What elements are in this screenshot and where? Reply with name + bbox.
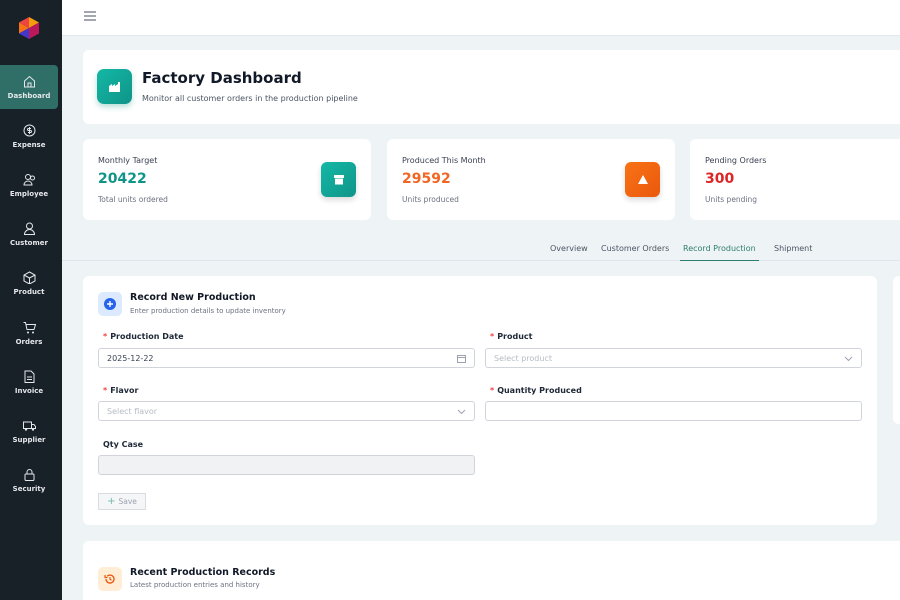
chevron-down-icon bbox=[844, 356, 853, 362]
sidebar-item-product[interactable]: Product bbox=[0, 262, 58, 306]
recent-records-card: Recent Production Records Latest product… bbox=[83, 541, 900, 600]
app-logo bbox=[19, 17, 39, 39]
stat-label: Produced This Month bbox=[402, 156, 486, 165]
tab-bar: Overview Customer Orders Record Producti… bbox=[62, 241, 900, 261]
page-subtitle: Monitor all customer orders in the produ… bbox=[142, 94, 358, 103]
sidebar-item-security[interactable]: Security bbox=[0, 459, 58, 503]
dollar-icon bbox=[23, 124, 35, 137]
stat-sub: Total units ordered bbox=[98, 195, 168, 204]
users-icon bbox=[22, 173, 35, 186]
history-icon bbox=[98, 567, 122, 591]
sidebar-item-supplier[interactable]: Supplier bbox=[0, 409, 58, 453]
chevron-down-icon bbox=[457, 409, 466, 415]
records-subtitle: Latest production entries and history bbox=[130, 581, 260, 589]
stat-value: 29592 bbox=[402, 171, 451, 187]
sidebar-item-label: Invoice bbox=[14, 386, 44, 395]
sidebar-item-label: Expense bbox=[12, 140, 46, 149]
sidebar-item-orders[interactable]: Orders bbox=[0, 311, 58, 355]
records-title: Recent Production Records bbox=[130, 567, 276, 578]
form-subtitle: Enter production details to update inven… bbox=[130, 307, 286, 315]
warning-icon bbox=[625, 162, 660, 197]
file-icon bbox=[24, 370, 34, 383]
cart-icon bbox=[23, 321, 36, 333]
tab-customer-orders[interactable]: Customer Orders bbox=[601, 244, 670, 253]
home-icon bbox=[23, 75, 35, 87]
form-title: Record New Production bbox=[130, 292, 256, 303]
flavor-label: * Flavor bbox=[103, 386, 139, 395]
tab-overview[interactable]: Overview bbox=[550, 244, 588, 253]
box-icon bbox=[23, 271, 35, 285]
side-panel bbox=[893, 276, 900, 424]
stat-card-pending: Pending Orders 300 Units pending bbox=[690, 139, 900, 220]
save-button[interactable]: + Save bbox=[98, 493, 146, 510]
stat-value: 20422 bbox=[98, 171, 147, 187]
quantity-input[interactable] bbox=[485, 401, 862, 421]
sidebar-item-label: Employee bbox=[9, 189, 49, 198]
sidebar: Dashboard Expense Employee Customer Product O… bbox=[0, 0, 62, 600]
sidebar-item-label: Dashboard bbox=[7, 91, 51, 100]
production-date-label: * Production Date bbox=[103, 332, 184, 341]
plus-circle-icon bbox=[98, 292, 122, 316]
sidebar-item-label: Supplier bbox=[12, 435, 46, 444]
stat-sub: Units pending bbox=[705, 195, 758, 204]
tab-shipment[interactable]: Shipment bbox=[774, 244, 813, 253]
archive-icon bbox=[321, 162, 356, 197]
sidebar-item-customer[interactable]: Customer bbox=[0, 213, 58, 257]
sidebar-item-expense[interactable]: Expense bbox=[0, 114, 58, 158]
truck-icon bbox=[22, 421, 36, 431]
stat-value: 300 bbox=[705, 171, 735, 187]
product-label: * Product bbox=[490, 332, 533, 341]
user-icon bbox=[23, 222, 35, 236]
factory-icon bbox=[97, 69, 132, 104]
stat-label: Monthly Target bbox=[98, 156, 158, 165]
qty-case-label: Qty Case bbox=[103, 440, 144, 449]
record-production-form: Record New Production Enter production d… bbox=[83, 276, 877, 525]
sidebar-item-employee[interactable]: Employee bbox=[0, 163, 58, 207]
page-header: Factory Dashboard Monitor all customer o… bbox=[83, 50, 900, 124]
page-title: Factory Dashboard bbox=[142, 69, 302, 87]
production-date-input[interactable]: 2025-12-22 bbox=[98, 348, 475, 368]
sidebar-item-label: Product bbox=[13, 288, 45, 297]
topbar bbox=[62, 0, 900, 36]
lock-icon bbox=[24, 469, 34, 482]
stat-card-monthly-target: Monthly Target 20422 Total units ordered bbox=[83, 139, 371, 220]
tab-record-production[interactable]: Record Production bbox=[680, 244, 759, 261]
menu-icon[interactable] bbox=[84, 11, 96, 21]
product-select[interactable]: Select product bbox=[485, 348, 862, 368]
stat-card-produced: Produced This Month 29592 Units produced bbox=[387, 139, 675, 220]
flavor-select[interactable]: Select flavor bbox=[98, 401, 475, 421]
sidebar-item-label: Security bbox=[12, 485, 46, 494]
quantity-label: * Quantity Produced bbox=[490, 386, 582, 395]
sidebar-item-label: Customer bbox=[10, 239, 48, 248]
sidebar-item-invoice[interactable]: Invoice bbox=[0, 360, 58, 404]
plus-icon: + bbox=[107, 496, 116, 507]
stat-sub: Units produced bbox=[402, 195, 459, 204]
sidebar-item-dashboard[interactable]: Dashboard bbox=[0, 65, 58, 109]
calendar-icon[interactable] bbox=[457, 354, 466, 363]
sidebar-item-label: Orders bbox=[15, 337, 43, 346]
stat-label: Pending Orders bbox=[705, 156, 767, 165]
qty-case-input bbox=[98, 455, 475, 475]
